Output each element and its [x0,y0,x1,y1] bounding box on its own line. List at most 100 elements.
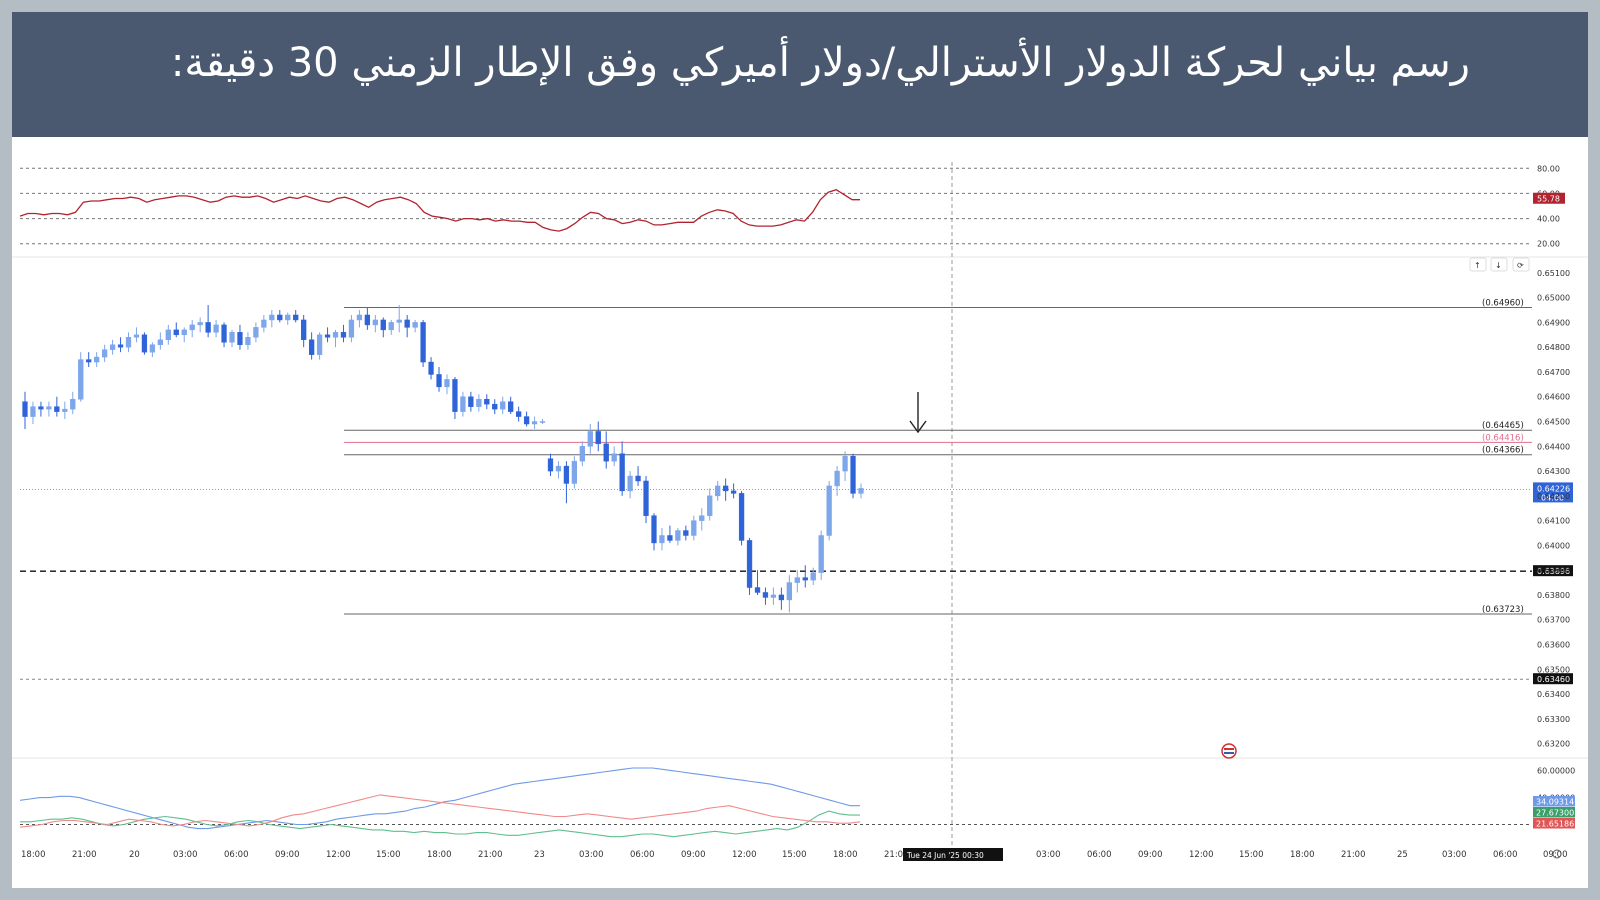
candle-body [484,398,490,405]
candle-body [611,453,617,462]
price-tick-label: 0.63500 [1537,665,1570,674]
time-tick-label: 09:00 [681,850,706,860]
candle-body [754,587,761,593]
candle-body [38,406,44,410]
scroll-up-icon [1469,257,1487,272]
candle-body [707,495,713,516]
candle-body [62,408,68,412]
reset-icon [1512,257,1530,272]
dmi-tick-label: 60.00000 [1537,767,1575,776]
time-tick-label: 18:00 [1290,850,1315,860]
overlay-layer: ↑ ↓ ⟳ [909,257,1530,759]
candle-body [603,443,609,462]
time-tick-label: 18:00 [21,850,46,860]
candle-body [324,334,331,338]
candle-body [786,582,792,601]
price-tick-label: 0.63400 [1537,690,1570,699]
candle-body [651,515,657,544]
candle-body [94,356,100,363]
candle-body [388,322,394,331]
candle-body [722,485,729,492]
candle-body [109,344,116,350]
price-tick-label: 0.63200 [1537,740,1570,749]
us-flag-stripe [1224,748,1234,750]
crosshair-time-badge [903,848,1003,861]
candle-body [452,379,458,412]
candle-body [253,327,259,338]
candle-body [340,332,347,338]
price-tick-label: 0.64900 [1537,318,1570,327]
candle-body [261,319,267,328]
candle-body [157,339,164,345]
candle-body [810,572,816,581]
candles-layer[interactable] [22,305,864,613]
candle-body [627,475,633,492]
candle-body [492,403,498,410]
level-label: (0.64465) [1482,421,1524,431]
candle-body [380,319,386,331]
time-tick-label: 21:00 [1341,850,1366,860]
candle-body [316,334,323,355]
settings-eye-icon [1552,849,1562,859]
rsi-value-label: 55.78 [1537,195,1560,204]
price-tick-label: 0.64400 [1537,442,1570,451]
candle-body [205,322,211,333]
rsi-tick-label: 40.00 [1537,215,1560,224]
price-tick-label: 0.64100 [1537,517,1570,526]
candle-body [547,458,554,472]
price-axis[interactable]: 0.65100 0.65000 0.64900 0.64800 0.64700 0.646… [1537,269,1570,749]
candle-body [117,344,124,348]
candle-body [229,332,235,343]
time-tick-label: 06:00 [630,850,655,860]
title-banner: رسم بياني لحركة الدولار الأسترالي/دولار … [12,12,1588,137]
reset-glyph: ⟳ [1517,261,1524,270]
candle-body [762,592,769,598]
dmi-value-badge [1533,796,1575,807]
time-tick-label: 06:00 [1087,850,1112,860]
candle-body [746,540,753,588]
time-tick-label: 06:00 [1493,850,1518,860]
candle-body [245,337,251,345]
candle-body [515,411,522,417]
candle-body [404,319,410,328]
candle-body [539,421,546,423]
candle-body [818,535,824,573]
candle-body [285,314,291,321]
grid-layer [12,162,1588,846]
time-tick-label: 09:00 [1543,850,1568,860]
candle-body [675,530,681,541]
level-label: (0.64960) [1482,299,1524,309]
candle-body [508,401,514,412]
candle-body [500,401,506,410]
time-tick-label: 03:00 [1442,850,1467,860]
time-tick-label: 06:00 [224,850,249,860]
candle-body [396,319,402,323]
dmi-value-badge [1533,818,1575,829]
candle-body [699,515,705,521]
time-axis[interactable]: 18:00 21:00 20 03:00 06:00 09:00 12:00 15:00 18:… [21,848,1568,861]
time-tick-label: 03:00 [173,850,198,860]
dmi-value-label: 27.67300 [1536,809,1574,818]
candle-body [301,319,307,341]
rsi-line [19,188,860,232]
candle-body [683,530,689,536]
candle-body [348,319,355,338]
candle-body [858,488,864,494]
candle-body [834,470,840,487]
price-tick-label: 0.63700 [1537,616,1570,625]
price-tick-label: 0.64700 [1537,368,1570,377]
time-tick-label: 18:00 [833,850,858,860]
time-tick-label: 21:00 [72,850,97,860]
candle-body [635,475,641,482]
candle-body [476,398,482,407]
dmi-plus-line [20,810,860,838]
price-tick-label: 0.65000 [1537,294,1570,303]
price-tick-label: 0.65100 [1537,269,1570,278]
candle-body [332,332,339,338]
candle-body [149,344,156,353]
candle-body [619,453,625,492]
candle-body [770,594,777,598]
candle-body [738,493,745,541]
